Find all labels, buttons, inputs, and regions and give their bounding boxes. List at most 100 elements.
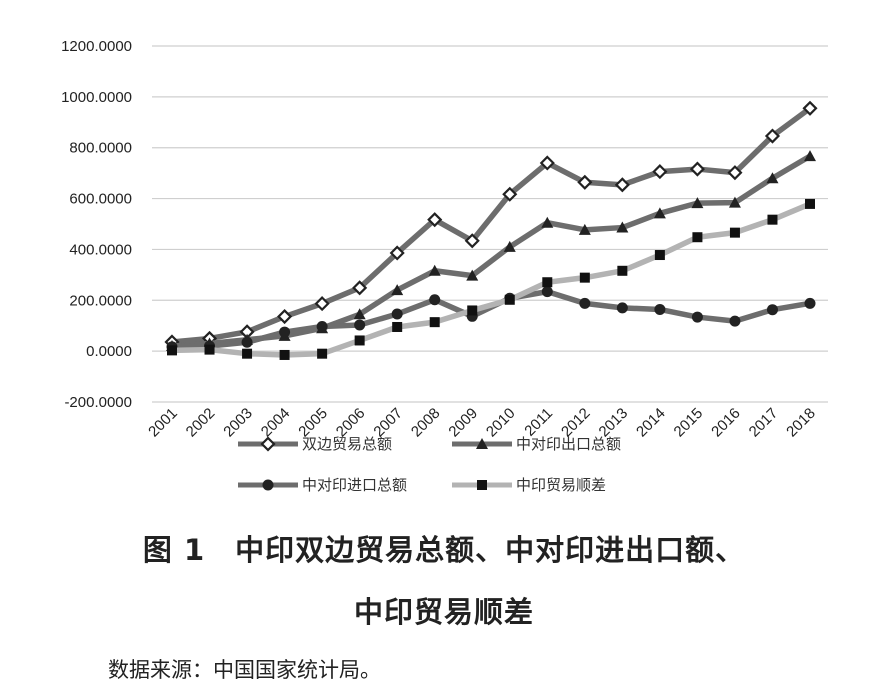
y-tick-label: 400.0000 [69,241,132,258]
data-point [653,207,666,219]
y-axis-tick-labels: 1200.0000 1000.0000 800.0000 600.0000 400.00… [61,38,132,411]
legend-marker [476,438,488,449]
legend-marker [477,480,487,490]
data-point [204,344,215,355]
series-lines [164,100,818,360]
x-axis-tick-labels: 2001 2002 2003 2004 2005 2006 2007 2008 2009 2010… [145,405,819,441]
data-point [429,317,440,328]
data-point [692,232,703,243]
legend-label: 中对印进口总额 [302,476,407,494]
data-point [766,304,778,316]
data-point [242,348,253,359]
data-point [767,214,778,225]
data-point [616,302,628,314]
data-point [314,296,330,312]
data-point [352,280,368,296]
legend-item: 中对印进口总额 [238,476,407,494]
data-point [614,177,630,193]
x-tick-label: 2015 [671,405,707,441]
legend-marker [262,479,274,491]
x-tick-label: 2014 [633,405,669,441]
data-point [729,227,740,238]
data-point [279,326,291,338]
figure-caption-line-2: 中印贸易顺差 [353,595,534,629]
x-tick-label: 2008 [408,405,444,441]
data-point [354,335,365,346]
data-point [689,161,705,177]
x-tick-label: 2004 [258,405,294,441]
data-point [729,315,741,327]
figure-caption-line-1: 图 1 中印双边贸易总额、中对印进出口额、 [142,533,746,567]
trade-line-chart: 1200.0000 1000.0000 800.0000 600.0000 400.00… [61,38,828,494]
data-point [728,196,741,208]
data-point [391,284,404,296]
data-point [317,348,328,359]
x-tick-label: 2003 [220,405,256,441]
legend-item: 中对印出口总额 [452,435,621,453]
data-point [578,223,591,235]
data-point [542,277,553,288]
data-point [577,174,593,190]
x-tick-label: 2002 [183,405,219,441]
series-bilateral-total [164,100,818,350]
y-tick-label: 1200.0000 [61,38,132,55]
x-tick-label: 2009 [445,405,481,441]
data-point [654,250,665,261]
data-point [802,100,818,116]
data-point [428,264,441,276]
x-tick-label: 2010 [483,405,519,441]
data-point [766,172,779,184]
data-source-note: 数据来源：中国国家统计局。 [108,658,381,682]
legend-label: 双边贸易总额 [302,435,392,453]
data-point [579,272,590,283]
data-point [429,294,441,306]
data-point [504,294,515,305]
legend-marker [260,436,276,452]
y-tick-label: 800.0000 [69,140,132,157]
data-point [503,240,516,252]
y-tick-label: 1000.0000 [61,89,132,106]
series-china-import [166,286,816,353]
data-point [654,303,666,315]
data-point [167,345,177,356]
data-point [579,297,591,309]
data-point [805,198,815,209]
x-tick-label: 2018 [783,405,819,441]
data-point [467,305,478,316]
data-point [466,269,479,281]
data-point [804,150,816,162]
data-point [541,286,553,298]
legend-item: 双边贸易总额 [238,435,392,453]
grid-lines [152,45,828,403]
data-point [539,155,555,171]
data-point [727,165,743,181]
y-tick-label: 200.0000 [69,292,132,309]
data-point [502,186,518,202]
series-line [169,201,813,358]
data-point [804,297,816,309]
data-point [652,164,668,180]
data-point [691,311,703,323]
data-point [277,309,293,325]
data-point [279,349,290,360]
data-point [616,221,629,233]
data-point [389,245,405,261]
data-point [353,308,366,320]
data-point [241,336,253,348]
x-tick-label: 2017 [746,405,782,441]
data-point [541,216,554,228]
data-point [764,128,781,144]
legend-label: 中印贸易顺差 [516,476,606,494]
y-tick-label: 0.0000 [86,343,132,360]
data-point [617,265,628,276]
legend-item: 中印贸易顺差 [452,476,606,494]
data-point [392,321,403,332]
legend-label: 中对印出口总额 [516,435,621,453]
y-tick-label: 600.0000 [69,191,132,208]
data-point [354,319,366,331]
data-point [691,197,704,209]
data-point [391,308,403,320]
y-tick-label: -200.0000 [64,394,132,411]
data-point [427,212,443,228]
